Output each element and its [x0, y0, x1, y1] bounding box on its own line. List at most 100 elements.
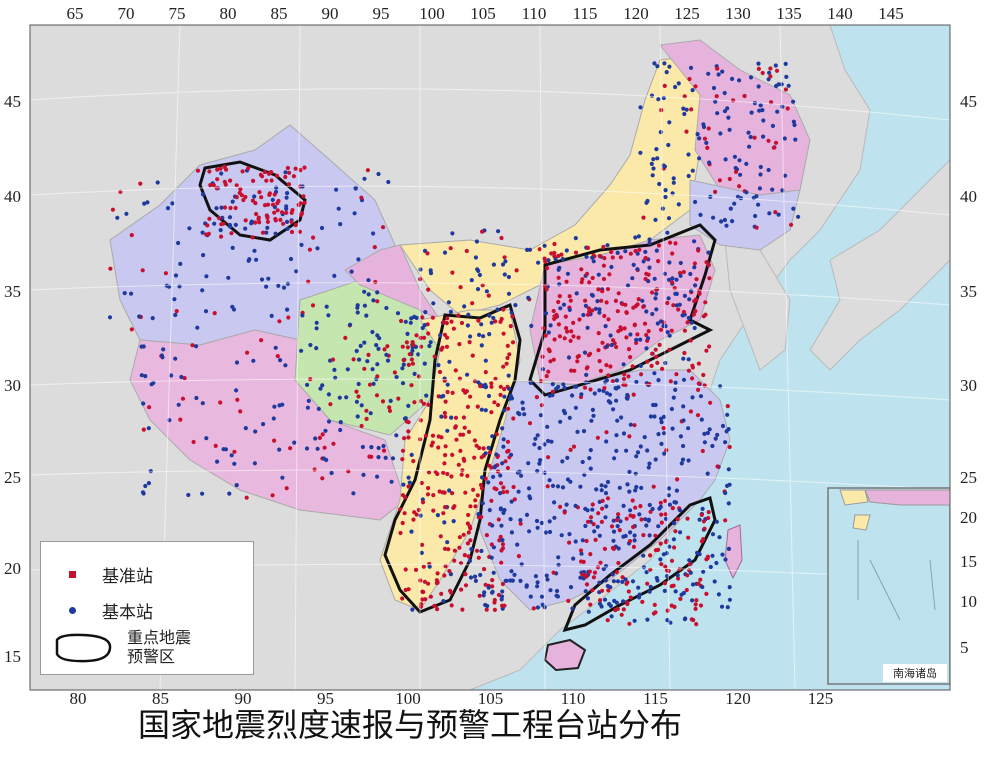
basic-station-marker [445, 540, 450, 545]
basic-station-marker [634, 379, 639, 385]
basic-station-marker [486, 445, 491, 450]
reference-station-marker [431, 508, 436, 513]
basic-station-marker [139, 373, 144, 378]
reference-station-marker [180, 396, 186, 401]
basic-station-marker [611, 538, 616, 543]
basic-station-marker [447, 488, 452, 493]
basic-station-marker [647, 589, 652, 594]
basic-station-marker [712, 579, 717, 584]
basic-station-marker [726, 546, 732, 552]
reference-station-marker [283, 174, 288, 180]
reference-station-marker [279, 210, 285, 215]
reference-station-marker [456, 462, 461, 467]
reference-station-marker [221, 221, 226, 226]
reference-station-marker [459, 587, 464, 592]
basic-station-marker [173, 356, 178, 361]
reference-station-marker [502, 387, 507, 392]
basic-station-marker [670, 276, 675, 281]
reference-station-marker [483, 370, 488, 375]
basic-station-marker [503, 259, 508, 264]
basic-station-marker [496, 229, 501, 234]
reference-station-marker [476, 555, 481, 560]
basic-station-marker [506, 291, 512, 296]
basic-station-marker [173, 312, 178, 318]
basic-station-marker [270, 197, 275, 202]
basic-station-marker [591, 413, 596, 418]
reference-station-marker [435, 571, 440, 576]
reference-station-marker [631, 514, 636, 519]
basic-station-marker [486, 585, 491, 590]
reference-station-marker [590, 588, 595, 593]
reference-station-marker [773, 210, 778, 215]
reference-station-marker [138, 181, 143, 186]
reference-station-marker [588, 515, 594, 520]
basic-station-marker [484, 289, 489, 294]
basic-station-marker [686, 173, 691, 179]
basic-station-marker [212, 221, 217, 226]
basic-station-marker [355, 310, 360, 315]
basic-station-marker [612, 598, 617, 604]
basic-station-marker [588, 448, 593, 453]
reference-station-marker [628, 595, 633, 600]
basic-station-marker [653, 296, 658, 301]
basic-station-marker [608, 400, 613, 405]
reference-station-marker [546, 347, 551, 352]
basic-station-marker [609, 342, 614, 348]
basic-station-marker [625, 283, 631, 288]
basic-station-marker [619, 415, 624, 420]
reference-station-marker [224, 167, 229, 172]
basic-station-marker [748, 75, 754, 80]
basic-station-marker [568, 585, 574, 590]
legend-label: 基本站 [102, 603, 153, 623]
reference-station-marker [489, 498, 494, 503]
basic-station-marker [575, 429, 580, 434]
basic-station-marker [697, 517, 702, 522]
reference-station-marker [462, 425, 467, 430]
reference-station-marker [270, 202, 276, 207]
basic-station-marker [634, 337, 639, 342]
reference-station-marker [213, 443, 218, 448]
reference-station-marker [591, 522, 596, 527]
basic-station-marker [375, 333, 380, 338]
reference-station-marker [251, 178, 256, 183]
reference-station-marker [426, 470, 432, 475]
basic-station-marker [234, 360, 240, 365]
basic-station-marker [674, 303, 679, 308]
basic-station-marker [747, 144, 752, 149]
legend-item-basic-station: 基本站 [69, 598, 153, 623]
basic-station-marker [665, 230, 670, 235]
reference-station-marker [651, 484, 656, 489]
reference-station-marker [645, 581, 650, 586]
basic-station-marker [476, 511, 481, 517]
reference-station-marker [624, 310, 629, 315]
basic-station-marker [506, 274, 511, 280]
basic-station-marker [403, 319, 408, 324]
basic-station-marker [711, 85, 717, 91]
basic-station-marker [299, 348, 304, 353]
basic-station-marker [701, 124, 707, 130]
basic-station-marker [632, 538, 637, 543]
reference-station-marker [215, 167, 220, 172]
basic-station-marker [259, 277, 265, 282]
basic-station-marker [611, 579, 617, 584]
reference-station-marker [704, 348, 709, 353]
basic-station-marker [727, 127, 732, 132]
basic-station-marker [582, 350, 588, 355]
reference-station-marker [669, 603, 674, 608]
reference-station-marker [633, 505, 638, 510]
reference-station-marker [483, 476, 488, 481]
basic-station-marker [253, 429, 258, 434]
basic-station-marker [726, 467, 731, 472]
reference-station-marker [662, 83, 667, 88]
basic-station-marker [675, 573, 680, 578]
reference-station-marker [766, 138, 771, 143]
reference-station-marker [567, 294, 572, 299]
basic-station-marker [479, 475, 485, 480]
reference-station-marker [675, 517, 680, 522]
reference-station-marker [460, 607, 465, 612]
reference-station-marker [673, 241, 678, 246]
top-tick-135: 135 [776, 4, 802, 23]
reference-station-marker [456, 313, 461, 318]
basic-station-marker [187, 226, 192, 231]
reference-station-marker [699, 512, 704, 518]
